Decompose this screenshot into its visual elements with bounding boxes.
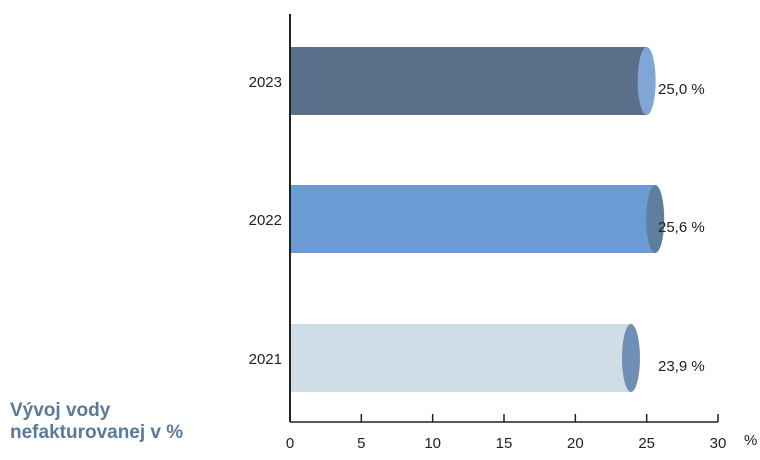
category-label-2022: 2022 (249, 212, 282, 229)
category-label-2023: 2023 (249, 74, 282, 91)
bar-cap-2023 (637, 47, 656, 115)
value-label-2021: 23,9 % (658, 358, 705, 375)
value-label-2023: 25,0 % (658, 81, 705, 98)
x-tick-label-25: 25 (638, 435, 655, 452)
bar-2022 (290, 185, 656, 253)
bar-2023 (290, 47, 647, 115)
x-tick-label-30: 30 (710, 435, 727, 452)
bar-cap-2021 (621, 324, 640, 392)
value-label-2022: 25,6 % (658, 219, 705, 236)
bar-cap-2022 (646, 185, 665, 253)
x-tick-label-10: 10 (424, 435, 441, 452)
caption-line-1: Vývoj vody (10, 400, 111, 421)
x-tick-label-20: 20 (567, 435, 584, 452)
category-label-2021: 2021 (249, 351, 282, 368)
caption-line-2: nefakturovanej v % (10, 422, 184, 443)
x-axis-unit: % (744, 432, 757, 449)
x-tick-label-5: 5 (357, 435, 365, 452)
chart-caption: Vývoj vody nefakturovanej v % (10, 400, 183, 444)
x-tick-label-15: 15 (496, 435, 513, 452)
bar-2021 (290, 324, 631, 392)
x-tick-label-0: 0 (286, 435, 294, 452)
